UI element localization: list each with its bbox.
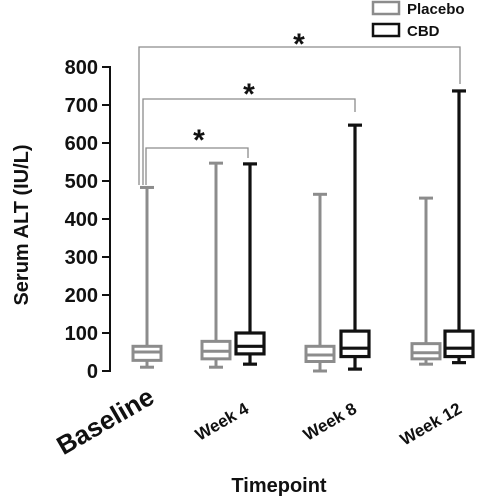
significance-label: * [193, 124, 205, 157]
significance-label: * [243, 78, 255, 111]
box-placebo-week-4 [200, 161, 232, 369]
box-placebo-week-12 [410, 196, 442, 366]
box-cbd-week-4 [234, 162, 266, 366]
y-tick-label: 800 [65, 57, 98, 79]
bracket-baseline-vs-week-4: * [145, 124, 249, 185]
y-tick-label: 700 [65, 95, 98, 117]
x-category-label: Week 4 [192, 399, 252, 445]
legend: Placebo CBD [371, 0, 465, 40]
significance-brackets: * * * [138, 28, 461, 185]
y-axis-title: Serum ALT (IU/L) [11, 144, 33, 305]
legend-label-placebo: Placebo [407, 1, 465, 18]
significance-label: * [293, 28, 305, 61]
y-tick-label: 200 [65, 285, 98, 307]
legend-swatch-cbd [371, 22, 401, 38]
box-placebo-baseline [131, 185, 163, 369]
bracket-line [142, 98, 356, 185]
y-tick-label: 500 [65, 171, 98, 193]
box-iqr [443, 329, 475, 359]
box-placebo-week-8 [304, 192, 336, 373]
bracket-baseline-vs-week-8: * [142, 78, 356, 185]
y-tick-label: 600 [65, 133, 98, 155]
legend-swatch-placebo [371, 0, 401, 16]
x-category-label: Week 12 [397, 399, 465, 449]
y-axis-ticks: 0 100 200 300 400 500 600 700 800 [65, 57, 110, 383]
x-category-label: Week 8 [300, 399, 360, 445]
x-category-label: Baseline [51, 381, 159, 460]
box-iqr [410, 342, 442, 361]
y-tick-label: 300 [65, 247, 98, 269]
y-tick-label: 0 [87, 361, 98, 383]
box-cbd-week-12 [443, 89, 475, 365]
box-iqr [339, 329, 371, 359]
x-axis-category-labels: Baseline Week 4 Week 8 Week 12 [51, 381, 465, 460]
box-series [131, 89, 475, 373]
bracket-line [138, 46, 461, 185]
bracket-line [145, 147, 249, 185]
box-cbd-week-8 [339, 123, 371, 371]
x-axis-title: Timepoint [231, 475, 327, 497]
box-iqr [234, 331, 266, 356]
legend-label-cbd: CBD [407, 23, 440, 40]
bracket-baseline-vs-week-12: * [138, 28, 461, 185]
y-tick-label: 400 [65, 209, 98, 231]
y-tick-label: 100 [65, 323, 98, 345]
